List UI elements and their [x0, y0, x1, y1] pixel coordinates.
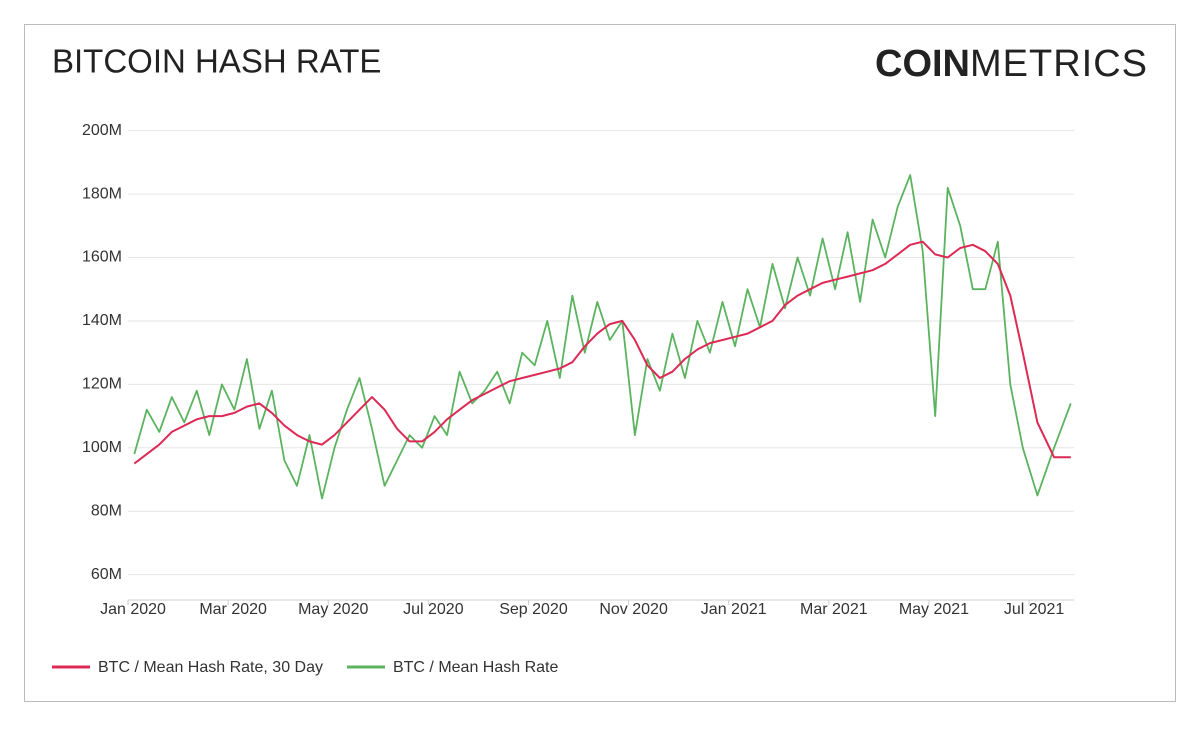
x-tick-label: Jan 2021 — [701, 601, 767, 618]
x-tick-label: Nov 2020 — [599, 601, 668, 618]
y-tick-label: 140M — [82, 312, 122, 329]
y-tick-label: 80M — [91, 502, 122, 519]
chart-title: BITCOIN HASH RATE — [52, 43, 381, 80]
card — [24, 24, 1176, 702]
brand-light: METRICS — [970, 43, 1148, 85]
x-tick-label: Mar 2021 — [800, 601, 868, 618]
y-tick-label: 100M — [82, 439, 122, 456]
x-tick-label: May 2020 — [298, 601, 368, 618]
y-tick-label: 180M — [82, 185, 122, 202]
x-tick-label: Mar 2020 — [199, 601, 267, 618]
y-tick-label: 120M — [82, 376, 122, 393]
brand-logo: COINMETRICS — [875, 43, 1148, 85]
legend-label: BTC / Mean Hash Rate, 30 Day — [98, 659, 323, 676]
brand-bold: COIN — [875, 43, 970, 85]
y-tick-label: 160M — [82, 249, 122, 266]
legend-label: BTC / Mean Hash Rate — [393, 659, 559, 676]
x-tick-label: May 2021 — [899, 601, 969, 618]
y-tick-label: 200M — [82, 122, 122, 139]
x-tick-label: Jan 2020 — [100, 601, 166, 618]
x-tick-label: Jul 2020 — [403, 601, 464, 618]
x-tick-label: Jul 2021 — [1004, 601, 1065, 618]
series-line — [133, 174, 1072, 500]
x-tick-label: Sep 2020 — [499, 601, 568, 618]
y-tick-label: 60M — [91, 566, 122, 583]
series-line — [133, 240, 1071, 465]
